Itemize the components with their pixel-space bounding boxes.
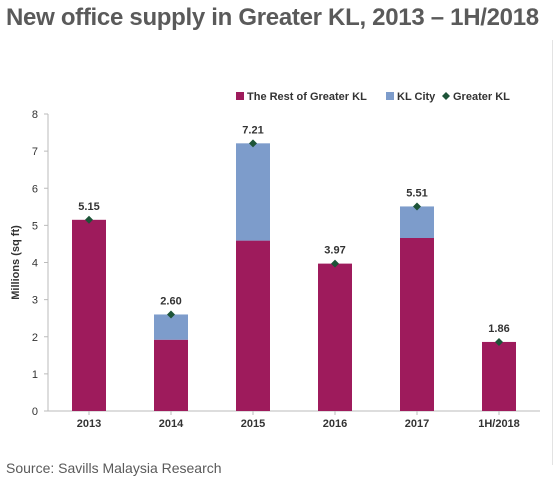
x-tick-label: 2015 bbox=[241, 418, 265, 430]
y-tick-label: 0 bbox=[32, 406, 38, 418]
greater-kl-marker bbox=[413, 202, 421, 211]
legend-rest-of-greater-kl-label: The Rest of Greater KL bbox=[247, 91, 367, 103]
bar-kl-city bbox=[236, 143, 270, 241]
bar-rest-of-greater-kl bbox=[482, 341, 516, 411]
y-tick-label: 2 bbox=[32, 332, 38, 344]
y-tick-label: 3 bbox=[32, 295, 38, 307]
x-tick-label: 2016 bbox=[323, 418, 347, 430]
y-tick-label: 7 bbox=[32, 146, 38, 158]
data-label: 1.86 bbox=[488, 323, 509, 335]
y-tick-label: 6 bbox=[32, 183, 38, 195]
bar-rest-of-greater-kl bbox=[154, 339, 188, 411]
y-axis-label: Millions (sq ft) bbox=[10, 225, 22, 300]
y-tick-label: 4 bbox=[32, 258, 38, 270]
legend-greater-kl-label: Greater KL bbox=[453, 91, 510, 103]
data-label: 3.97 bbox=[324, 245, 345, 257]
bar-rest-of-greater-kl bbox=[318, 263, 352, 411]
bar-kl-city bbox=[154, 314, 188, 340]
greater-kl-marker bbox=[249, 139, 257, 148]
bar-kl-city bbox=[400, 206, 434, 238]
x-tick-label: 1H/2018 bbox=[478, 418, 520, 430]
legend-kl-city-swatch bbox=[386, 92, 394, 100]
data-label: 5.51 bbox=[406, 187, 427, 199]
source-note: Source: Savills Malaysia Research bbox=[6, 460, 222, 476]
bar-rest-of-greater-kl bbox=[236, 240, 270, 411]
x-tick-label: 2013 bbox=[77, 418, 101, 430]
y-tick-label: 8 bbox=[32, 109, 38, 121]
legend-rest-of-greater-kl-swatch bbox=[236, 92, 244, 100]
data-label: 7.21 bbox=[242, 124, 263, 136]
bar-rest-of-greater-kl bbox=[72, 219, 106, 411]
legend-greater-kl-swatch bbox=[442, 92, 450, 100]
data-label: 2.60 bbox=[160, 295, 181, 307]
greater-kl-marker bbox=[85, 215, 93, 224]
greater-kl-marker bbox=[495, 337, 503, 346]
bar-rest-of-greater-kl bbox=[400, 237, 434, 411]
x-tick-label: 2014 bbox=[159, 418, 184, 430]
y-tick-label: 1 bbox=[32, 369, 38, 381]
data-label: 5.15 bbox=[78, 201, 99, 213]
legend-kl-city-label: KL City bbox=[397, 91, 436, 103]
greater-kl-marker bbox=[167, 310, 175, 319]
chart-title: New office supply in Greater KL, 2013 – … bbox=[6, 4, 539, 31]
x-tick-label: 2017 bbox=[405, 418, 429, 430]
greater-kl-marker bbox=[331, 259, 339, 268]
y-tick-label: 5 bbox=[32, 220, 38, 232]
